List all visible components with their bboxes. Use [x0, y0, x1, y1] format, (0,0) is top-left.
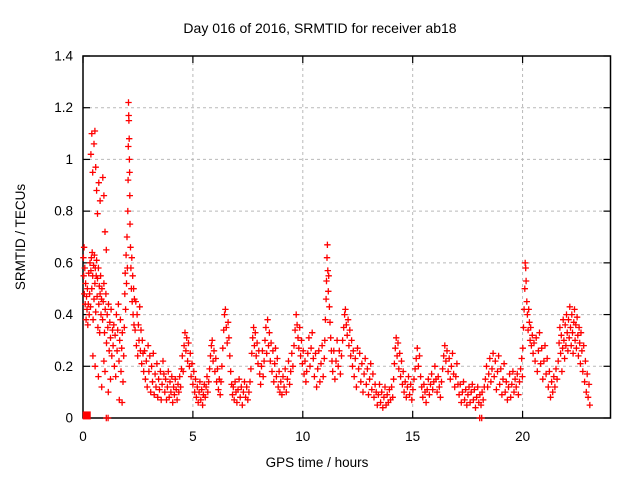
x-axis-label: GPS time / hours — [266, 455, 369, 470]
scatter-plus-markers — [80, 99, 593, 422]
y-axis-label: SRMTID / TECUs — [13, 184, 28, 291]
y-tick-label: 1.4 — [54, 49, 73, 64]
y-tick-label: 1 — [65, 152, 73, 167]
chart-title: Day 016 of 2016, SRMTID for receiver ab1… — [183, 20, 456, 36]
x-tick-label: 0 — [79, 429, 87, 444]
data-series-points — [80, 99, 593, 422]
y-tick-label: 0.8 — [54, 204, 73, 219]
x-tick-label: 10 — [295, 429, 310, 444]
y-tick-label: 0.2 — [54, 359, 73, 374]
x-tick-label: 15 — [405, 429, 420, 444]
tick-labels: 0 5 10 15 20 0 0.2 0.4 0.6 0.8 1 1.2 1.4 — [54, 49, 530, 445]
plot-border — [82, 55, 612, 419]
x-tick-label: 5 — [189, 429, 197, 444]
y-tick-label: 0.4 — [54, 307, 73, 322]
y-tick-label: 0 — [65, 411, 73, 426]
x-tick-label: 20 — [515, 429, 530, 444]
y-tick-label: 0.6 — [54, 255, 73, 270]
zero-cluster-square — [82, 411, 91, 420]
y-tick-label: 1.2 — [54, 100, 73, 115]
